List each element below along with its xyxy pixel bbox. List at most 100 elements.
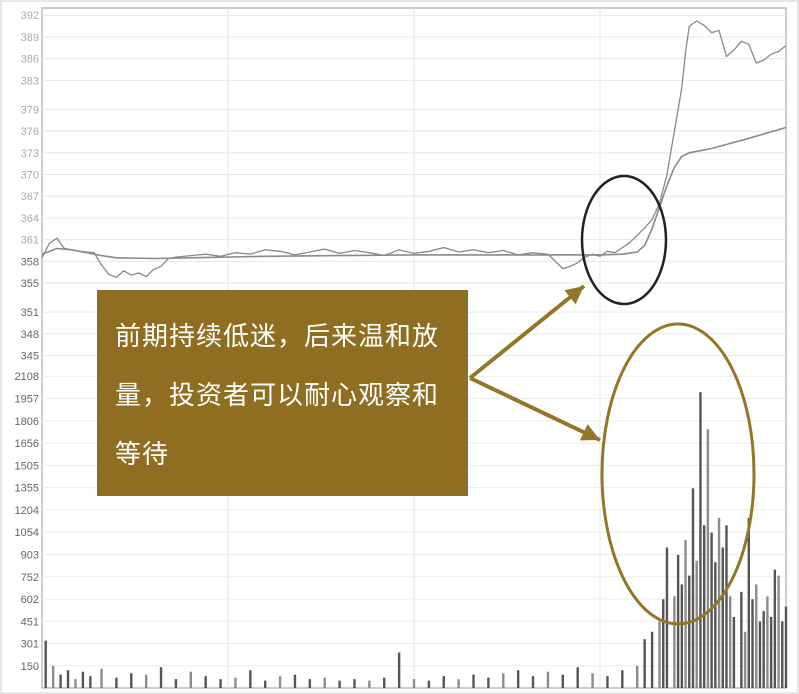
volume-bar <box>323 677 326 688</box>
volume-bar <box>673 596 676 688</box>
volume-tick-label: 1355 <box>15 483 39 495</box>
price-tick-label: 376 <box>21 126 39 138</box>
volume-bar <box>680 584 684 688</box>
volume-bar <box>81 671 85 688</box>
arrow-to-breakout-head <box>564 286 584 305</box>
volume-bar <box>714 562 717 688</box>
volume-bar <box>643 639 646 688</box>
volume-bar <box>59 674 62 688</box>
volume-tick-label: 1054 <box>15 527 39 539</box>
price-tick-label: 348 <box>21 329 39 341</box>
volume-bar <box>576 667 579 688</box>
volume-bar <box>189 671 192 688</box>
volume-bar <box>758 621 762 688</box>
volume-bar <box>773 569 777 688</box>
price-tick-label: 361 <box>21 235 39 247</box>
volume-bar <box>561 674 564 688</box>
volume-bar <box>717 517 721 688</box>
volume-bar <box>740 591 743 688</box>
arrow-to-breakout <box>468 284 586 380</box>
volume-bar <box>249 670 252 688</box>
volume-bar <box>691 488 695 688</box>
volume-bar <box>308 679 312 688</box>
volume-bar <box>743 631 747 688</box>
price-tick-label: 355 <box>21 278 39 290</box>
callout-text-box: 前期持续低迷，后来温和放量，投资者可以耐心观察和等待 <box>97 290 468 496</box>
volume-bar <box>412 679 416 688</box>
volume-bar <box>278 676 282 688</box>
volume-bar <box>115 677 118 688</box>
volume-bar <box>684 540 687 688</box>
volume-bar <box>174 679 178 688</box>
volume-bars <box>44 392 788 688</box>
volume-bar <box>784 606 788 688</box>
volume-bar <box>457 679 460 688</box>
volume-tick-label: 1656 <box>15 438 39 450</box>
volume-bar <box>766 596 769 688</box>
volume-tick-label: 1957 <box>15 394 39 406</box>
price-tick-label: 370 <box>21 170 39 182</box>
volume-bar <box>100 668 103 688</box>
volume-bar <box>234 677 237 688</box>
volume-ellipse <box>600 322 756 626</box>
volume-bar <box>650 631 654 688</box>
price-lines <box>41 20 787 279</box>
volume-bar <box>442 676 445 688</box>
price-tick-label: 389 <box>21 32 39 44</box>
price-tick-label: 386 <box>21 54 39 66</box>
volume-bar <box>721 547 724 688</box>
volume-tick-label: 752 <box>21 572 39 584</box>
volume-bar <box>472 674 475 688</box>
volume-tick-label: 602 <box>21 594 39 606</box>
volume-tick-label: 301 <box>21 638 39 650</box>
volume-tick-label: 1204 <box>15 505 39 517</box>
volume-bar <box>591 673 594 688</box>
volume-tick-label: 903 <box>21 549 39 561</box>
volume-bar <box>695 560 698 688</box>
volume-bar <box>777 575 780 688</box>
volume-bar <box>516 670 520 688</box>
volume-tick-label: 1505 <box>15 460 39 472</box>
price-tick-label: 367 <box>21 191 39 203</box>
volume-tick-label: 1806 <box>15 416 39 428</box>
volume-bar <box>51 665 55 688</box>
breakout-circle <box>580 174 668 306</box>
price-line <box>41 20 787 279</box>
volume-bar <box>204 676 207 688</box>
volume-bar <box>781 621 784 688</box>
volume-bar <box>66 670 70 688</box>
volume-bar <box>144 674 148 688</box>
volume-bar <box>487 677 490 688</box>
price-tick-label: 358 <box>21 256 39 268</box>
volume-bar <box>89 676 92 688</box>
volume-bar <box>621 670 624 688</box>
price-tick-label: 351 <box>21 307 39 319</box>
price-tick-label: 383 <box>21 75 39 87</box>
y-ticks: 392 389 386 383 379 376 373 370 367 364 361 358 355 3… <box>15 10 39 673</box>
volume-bar <box>427 680 431 688</box>
volume-bar <box>44 640 47 688</box>
price-tick-label: 364 <box>21 213 39 225</box>
volume-bar <box>732 617 736 688</box>
arrow-to-volume-head <box>579 424 600 441</box>
volume-bar <box>676 554 680 688</box>
average-price-line <box>41 126 787 260</box>
volume-tick-label: 451 <box>21 616 39 628</box>
volume-bar <box>293 674 297 688</box>
volume-bar <box>383 677 386 688</box>
volume-bar <box>769 617 773 688</box>
volume-bar <box>662 599 665 688</box>
volume-bar <box>546 671 550 688</box>
volume-bar <box>353 679 356 688</box>
volume-bar <box>725 525 728 688</box>
volume-bar <box>699 392 702 688</box>
volume-bar <box>729 596 732 688</box>
volume-bar <box>636 665 639 688</box>
volume-tick-label: 2108 <box>15 371 39 383</box>
volume-bar <box>338 680 341 688</box>
volume-bar <box>219 679 222 688</box>
volume-bar <box>264 680 267 688</box>
arrow-to-volume <box>469 376 601 442</box>
volume-tick-label: 150 <box>21 661 39 673</box>
